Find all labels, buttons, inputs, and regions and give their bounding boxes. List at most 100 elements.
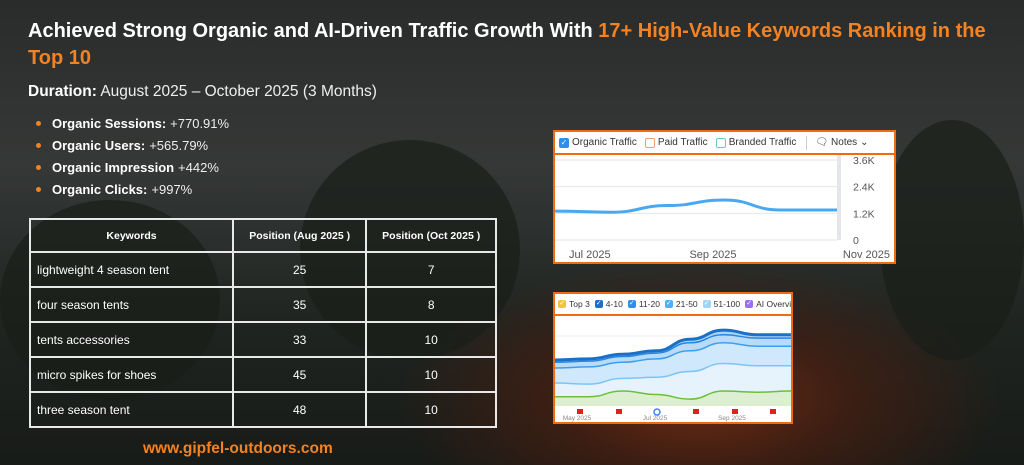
- table-row: micro spikes for shoes 45 10: [29, 356, 497, 393]
- keyword-cell: three season tent: [29, 391, 234, 428]
- y-tick-label: 3.6K: [853, 155, 875, 167]
- keyword-cell: tents accessories: [29, 321, 234, 358]
- stat-item: Organic Clicks: +997%: [36, 178, 229, 200]
- duration-label: Duration:: [28, 83, 97, 100]
- legend-label: 4-10: [605, 299, 623, 309]
- x-tick-label: Sep 2025: [718, 415, 746, 422]
- stat-item: Organic Impression +442%: [36, 156, 229, 178]
- bullet-icon: [36, 186, 41, 192]
- keyword-cell: lightweight 4 season tent: [29, 251, 234, 288]
- stat-value: +997%: [151, 181, 193, 197]
- positions-legend-bar: ✓ Top 3 ✓ 4-10 ✓ 11-20 ✓ 21-50 ✓ 51-100 ✓ AI Overvi: [553, 292, 793, 316]
- table-row: three season tent 48 10: [29, 391, 497, 428]
- y-tick-label: 1.2K: [853, 208, 875, 220]
- legend-organic-traffic[interactable]: ✓ Organic Traffic: [559, 137, 637, 148]
- position-aug-cell: 48: [231, 391, 368, 428]
- legend-label: 51-100: [713, 299, 741, 309]
- position-aug-cell: 33: [231, 321, 368, 358]
- google-icon: [653, 408, 661, 416]
- legend-item[interactable]: ✓ AI Overvi: [745, 299, 791, 309]
- position-oct-cell: 7: [365, 251, 497, 288]
- position-oct-cell: 10: [365, 391, 497, 428]
- legend-label: AI Overvi: [756, 299, 792, 309]
- checkbox-checked-icon[interactable]: ✓: [558, 300, 566, 308]
- x-tick-label: May 2025: [563, 415, 592, 422]
- x-tick-label: Jul 2025: [569, 249, 611, 261]
- title-main: Achieved Strong Organic and AI-Driven Tr…: [28, 20, 599, 42]
- website-link[interactable]: www.gipfel-outdoors.com: [143, 440, 333, 457]
- x-tick-label: Nov 2025: [843, 249, 890, 261]
- checkbox-checked-icon[interactable]: ✓: [745, 300, 754, 308]
- line-21-50: [554, 341, 791, 369]
- checkbox-checked-icon[interactable]: ✓: [702, 300, 711, 308]
- position-oct-cell: 8: [365, 286, 497, 323]
- y-tick-label: 0: [853, 235, 859, 247]
- keywords-table: Keywords Position (Aug 2025 ) Position (…: [29, 218, 497, 428]
- legend-item[interactable]: ✓ 51-100: [702, 299, 741, 309]
- legend-label: Organic Traffic: [572, 137, 637, 148]
- background-tree: [880, 120, 1024, 360]
- stats-list: Organic Sessions: +770.91% Organic Users…: [36, 112, 229, 200]
- stat-value: +442%: [178, 159, 219, 175]
- page-title: Achieved Strong Organic and AI-Driven Tr…: [28, 18, 1018, 72]
- position-aug-cell: 45: [231, 356, 368, 393]
- position-oct-cell: 10: [365, 321, 497, 358]
- stat-value: +770.91%: [170, 115, 230, 131]
- title-highlight: 17+ High-Value Keywords Ranking in the T…: [28, 20, 986, 69]
- stat-value: +565.79%: [149, 137, 209, 153]
- x-tick-label: Sep 2025: [689, 249, 736, 261]
- checkbox-checked-icon[interactable]: ✓: [627, 300, 636, 308]
- legend-item[interactable]: ✓ 11-20: [627, 299, 660, 309]
- traffic-chart: 0 1.2K 2.4K 3.6K Jul 2025 Sep 2025 Nov 2025: [553, 155, 896, 264]
- checkbox-icon[interactable]: [715, 137, 726, 148]
- traffic-legend-bar: ✓ Organic Traffic Paid Traffic Branded Tr…: [553, 130, 896, 155]
- divider: [806, 135, 808, 150]
- table-row: four season tents 35 8: [29, 286, 497, 323]
- legend-branded-traffic[interactable]: Branded Traffic: [715, 137, 797, 148]
- note-flag-icon: [577, 409, 583, 414]
- legend-item[interactable]: ✓ 21-50: [664, 299, 698, 309]
- legend-label: Paid Traffic: [657, 137, 708, 148]
- legend-label: Top 3: [569, 299, 590, 309]
- stat-item: Organic Users: +565.79%: [36, 134, 229, 156]
- header-position-aug: Position (Aug 2025 ): [231, 218, 368, 253]
- note-flag-icon: [693, 409, 699, 414]
- line-11-20: [554, 333, 791, 364]
- duration: Duration: August 2025 – October 2025 (3 …: [28, 83, 377, 101]
- legend-item[interactable]: ✓ Top 3: [558, 299, 590, 309]
- line-ai-overvi: [555, 390, 792, 400]
- legend-label: 21-50: [675, 299, 698, 309]
- comment-icon: 🗨: [815, 137, 829, 148]
- line-4-10: [554, 328, 791, 362]
- checkbox-checked-icon[interactable]: ✓: [664, 300, 673, 308]
- header-position-oct: Position (Oct 2025 ): [365, 218, 497, 253]
- organic-traffic-line: [554, 198, 837, 214]
- legend-label: Branded Traffic: [728, 137, 797, 148]
- note-flag-icon: [732, 409, 738, 414]
- checkbox-icon[interactable]: [644, 137, 655, 148]
- table-row: lightweight 4 season tent 25 7: [29, 251, 497, 288]
- traffic-chart-svg: 0 1.2K 2.4K 3.6K Jul 2025 Sep 2025 Nov 2025: [554, 155, 890, 261]
- stat-item: Organic Sessions: +770.91%: [36, 112, 229, 134]
- position-aug-cell: 35: [231, 286, 368, 323]
- checkbox-checked-icon[interactable]: ✓: [559, 137, 569, 148]
- area-ai-overvi: [555, 391, 791, 406]
- bullet-icon: [36, 164, 41, 170]
- table-row: tents accessories 33 10: [29, 321, 497, 358]
- stat-label: Organic Sessions:: [52, 115, 167, 131]
- note-flag-icon: [770, 409, 776, 414]
- note-flag-icon: [616, 409, 622, 414]
- line-51-100: [554, 362, 791, 385]
- stat-label: Organic Clicks:: [52, 181, 148, 197]
- legend-label: 11-20: [638, 299, 660, 309]
- table-header: Keywords Position (Aug 2025 ) Position (…: [29, 218, 497, 253]
- legend-paid-traffic[interactable]: Paid Traffic: [644, 137, 708, 148]
- legend-item[interactable]: ✓ 4-10: [594, 299, 623, 309]
- checkbox-checked-icon[interactable]: ✓: [594, 300, 603, 308]
- x-tick-label: Jul 2025: [643, 415, 668, 422]
- notes-dropdown[interactable]: 🗨 Notes ⌄: [815, 137, 868, 148]
- scrollbar: [837, 155, 841, 240]
- duration-value: August 2025 – October 2025 (3 Months): [100, 83, 377, 100]
- bullet-icon: [36, 120, 41, 126]
- stat-label: Organic Impression: [52, 159, 175, 175]
